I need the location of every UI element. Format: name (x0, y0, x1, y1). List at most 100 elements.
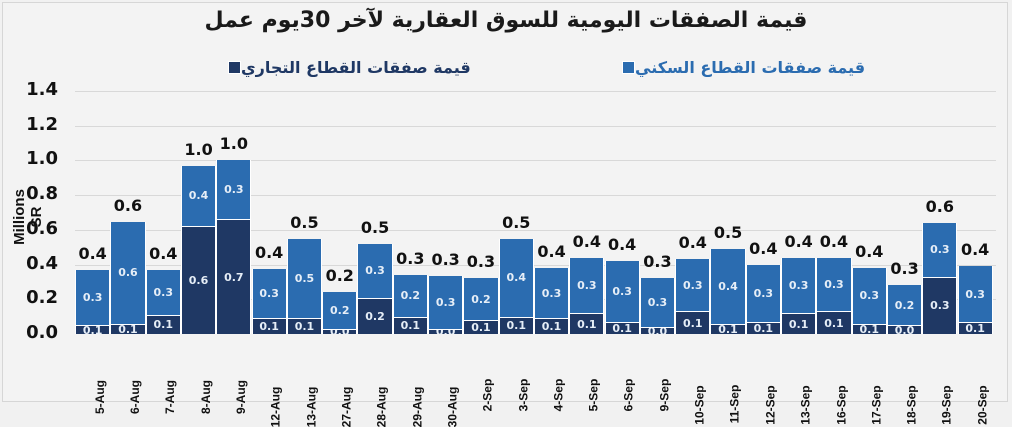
segment-commercial: 0.1 (393, 316, 427, 334)
segment-residential: 0.3 (358, 243, 392, 298)
x-tick-label: 30-Aug (445, 386, 460, 427)
segment-commercial: 0.1 (817, 311, 851, 334)
x-tick-label: 9-Sep (657, 378, 672, 412)
gridline (75, 264, 996, 266)
segment-residential: 0.4 (499, 238, 533, 317)
gridline (75, 229, 996, 231)
x-tick-label: 12-Sep (763, 385, 778, 425)
segment-residential: 0.3 (817, 257, 851, 312)
segment-commercial: 0.1 (852, 323, 886, 334)
x-tick-label: 9-Aug (233, 380, 248, 414)
total-label: 0.4 (572, 231, 602, 251)
bar-7-Aug: 0.3 0.1 (145, 269, 181, 334)
segment-commercial: 0.1 (76, 325, 110, 334)
segment-residential: 0.3 (252, 268, 286, 319)
segment-commercial: 0.0 (887, 325, 922, 334)
total-label: 1.0 (219, 134, 249, 154)
bar-10-Sep: 0.3 0.1 (675, 259, 711, 334)
segment-commercial: 0.1 (958, 321, 992, 334)
x-tick-label: 28-Aug (375, 386, 390, 427)
y-tick-label: 0.2 (26, 287, 58, 309)
bar-13-Sep: 0.3 0.1 (781, 257, 817, 334)
total-label: 0.3 (466, 252, 496, 272)
segment-residential: 0.5 (287, 238, 322, 319)
y-tick-label: 0.8 (26, 183, 58, 205)
x-tick-label: 4-Sep (551, 378, 566, 412)
total-label: 0.3 (431, 249, 460, 269)
x-tick-label: 2-Sep (480, 378, 495, 412)
x-tick-label: 11-Sep (728, 384, 743, 424)
bar-20-Sep: 0.3 0.1 (957, 266, 993, 334)
total-label: 0.5 (502, 212, 531, 232)
total-label: 0.6 (113, 196, 143, 216)
gridline (75, 125, 996, 127)
x-tick-label: 16-Sep (833, 385, 848, 425)
segment-commercial: 0.6 (181, 226, 216, 334)
segment-residential: 0.3 (958, 266, 992, 322)
y-tick-label: 1.4 (26, 78, 58, 100)
bar-17-Sep: 0.3 0.1 (851, 268, 887, 334)
total-label: 0.5 (360, 217, 390, 237)
x-tick-label: 13-Sep (798, 385, 813, 425)
bar-12-Aug: 0.3 0.1 (251, 268, 287, 334)
y-tick-label: 1.0 (26, 148, 58, 170)
legend-label-commercial: قيمة صفقات القطاع التجاري (241, 58, 471, 77)
total-label: 0.4 (149, 243, 178, 263)
segment-commercial: 0.1 (570, 313, 604, 334)
x-tick-label: 6-Sep (622, 378, 637, 412)
x-tick-label: 3-Sep (516, 378, 531, 412)
segment-commercial: 0.1 (111, 323, 145, 334)
segment-residential: 0.3 (570, 257, 604, 314)
segment-commercial: 0.1 (676, 311, 710, 334)
total-label: 0.4 (537, 242, 566, 262)
total-label: 0.5 (290, 212, 319, 232)
total-label: 0.4 (784, 231, 813, 251)
x-tick-label: 6-Aug (127, 380, 142, 414)
segment-commercial: 0.1 (782, 313, 816, 334)
segment-residential: 0.2 (887, 285, 922, 326)
legend-swatch-residential-icon (622, 61, 635, 74)
x-tick-label: 29-Aug (410, 386, 425, 427)
segment-residential: 0.3 (76, 269, 110, 326)
segment-residential: 0.3 (782, 257, 816, 314)
segment-residential: 0.3 (746, 264, 780, 322)
legend-swatch-commercial-icon (228, 61, 241, 74)
x-tick-label: 12-Aug (269, 386, 284, 427)
total-label: 0.4 (78, 243, 107, 263)
segment-commercial: 0.1 (252, 318, 286, 334)
bar-13-Aug: 0.5 0.1 (286, 238, 323, 334)
total-label: 0.3 (643, 252, 672, 272)
segment-residential: 0.3 (676, 259, 710, 312)
segment-residential: 0.4 (711, 248, 745, 324)
y-tick-label: 0.4 (26, 252, 58, 274)
segment-commercial: 0.2 (358, 297, 392, 334)
chart-frame (2, 2, 1008, 402)
x-tick-label: 5-Aug (92, 380, 107, 414)
bar-28-Aug: 0.3 0.2 (357, 243, 393, 334)
segment-residential: 0.3 (640, 278, 675, 328)
chart-title: قيمة الصفقات اليومية للسوق العقارية لآخر… (204, 8, 808, 33)
legend-item-residential: قيمة صفقات القطاع السكني (612, 58, 865, 77)
y-tick-label: 0.0 (26, 322, 58, 343)
y-tick-label: 1.2 (26, 113, 58, 135)
segment-commercial: 0.1 (711, 323, 745, 334)
segment-commercial: 0.1 (534, 318, 569, 334)
x-tick-label: 20-Sep (975, 385, 990, 425)
legend-item-commercial: قيمة صفقات القطاع التجاري (218, 58, 471, 77)
bar-3-Sep: 0.4 0.1 (498, 238, 534, 334)
total-label: 0.4 (855, 242, 884, 262)
segment-residential: 0.2 (393, 274, 427, 317)
bar-2-Sep: 0.2 0.1 (463, 278, 499, 334)
segment-commercial: 0.0 (640, 327, 675, 334)
bar-5-Sep: 0.3 0.1 (569, 257, 605, 334)
bar-19-Sep: 0.3 0.3 (922, 222, 958, 334)
segment-commercial: 0.1 (499, 316, 533, 334)
bar-29-Aug: 0.2 0.1 (392, 274, 428, 334)
gridline (75, 195, 996, 197)
x-tick-label: 19-Sep (939, 385, 954, 425)
bar-30-Aug: 0.30.0 (428, 275, 464, 334)
total-label: 1.0 (184, 139, 213, 159)
segment-residential: 0.2 (464, 278, 498, 321)
bar-6-Aug: 0.6 0.1 (110, 222, 146, 334)
segment-commercial: 0.1 (287, 318, 322, 334)
